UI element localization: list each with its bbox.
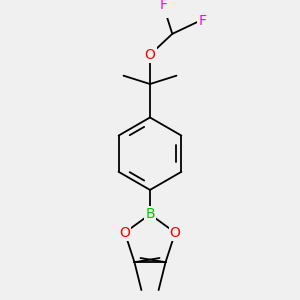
Text: B: B — [145, 207, 155, 221]
Text: O: O — [119, 226, 130, 240]
Text: F: F — [198, 14, 206, 28]
Text: O: O — [170, 226, 181, 240]
Text: F: F — [160, 0, 168, 12]
Text: O: O — [145, 48, 155, 62]
